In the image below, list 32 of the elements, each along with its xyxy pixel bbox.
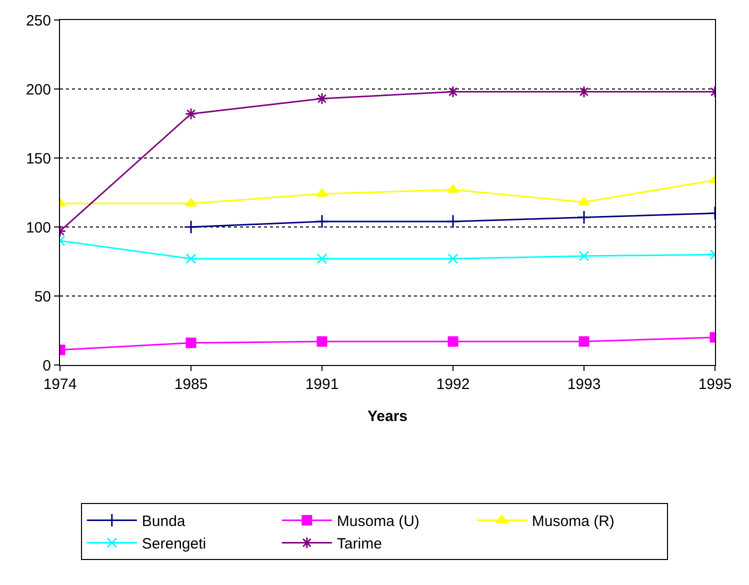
point bbox=[446, 214, 460, 229]
point bbox=[316, 188, 328, 197]
y-tick-label: 50 bbox=[34, 288, 51, 306]
y-tick-label: 100 bbox=[26, 219, 51, 236]
y-tick-label: 150 bbox=[26, 150, 51, 168]
point bbox=[184, 108, 198, 120]
x-tick-label: 1993 bbox=[567, 376, 601, 393]
point bbox=[316, 336, 328, 347]
legend-label: Serengeti bbox=[142, 536, 206, 553]
point bbox=[314, 214, 330, 229]
point bbox=[447, 184, 459, 193]
legend-label: Tarime bbox=[336, 536, 382, 553]
y-tick-label: 200 bbox=[26, 81, 51, 98]
x-tick-label: 1991 bbox=[305, 376, 339, 393]
x-tick-label: 1974 bbox=[43, 376, 77, 393]
point bbox=[186, 338, 196, 348]
point bbox=[316, 253, 328, 264]
x-tick-label: 1995 bbox=[698, 376, 732, 393]
y-tick-label: 250 bbox=[26, 12, 51, 30]
point bbox=[448, 336, 458, 347]
x-tick-label: 1985 bbox=[174, 376, 208, 393]
legend-label: Bunda bbox=[142, 513, 186, 530]
y-tick-label: 0 bbox=[42, 357, 51, 374]
legend-label: Musoma (R) bbox=[532, 513, 614, 530]
point bbox=[448, 253, 458, 264]
point bbox=[185, 198, 197, 207]
x-axis-title: Years bbox=[367, 408, 408, 425]
point bbox=[184, 220, 198, 234]
point bbox=[186, 253, 196, 264]
x-tick-label: 1992 bbox=[436, 376, 470, 393]
point bbox=[316, 92, 328, 105]
legend-label: Musoma (U) bbox=[336, 513, 420, 530]
